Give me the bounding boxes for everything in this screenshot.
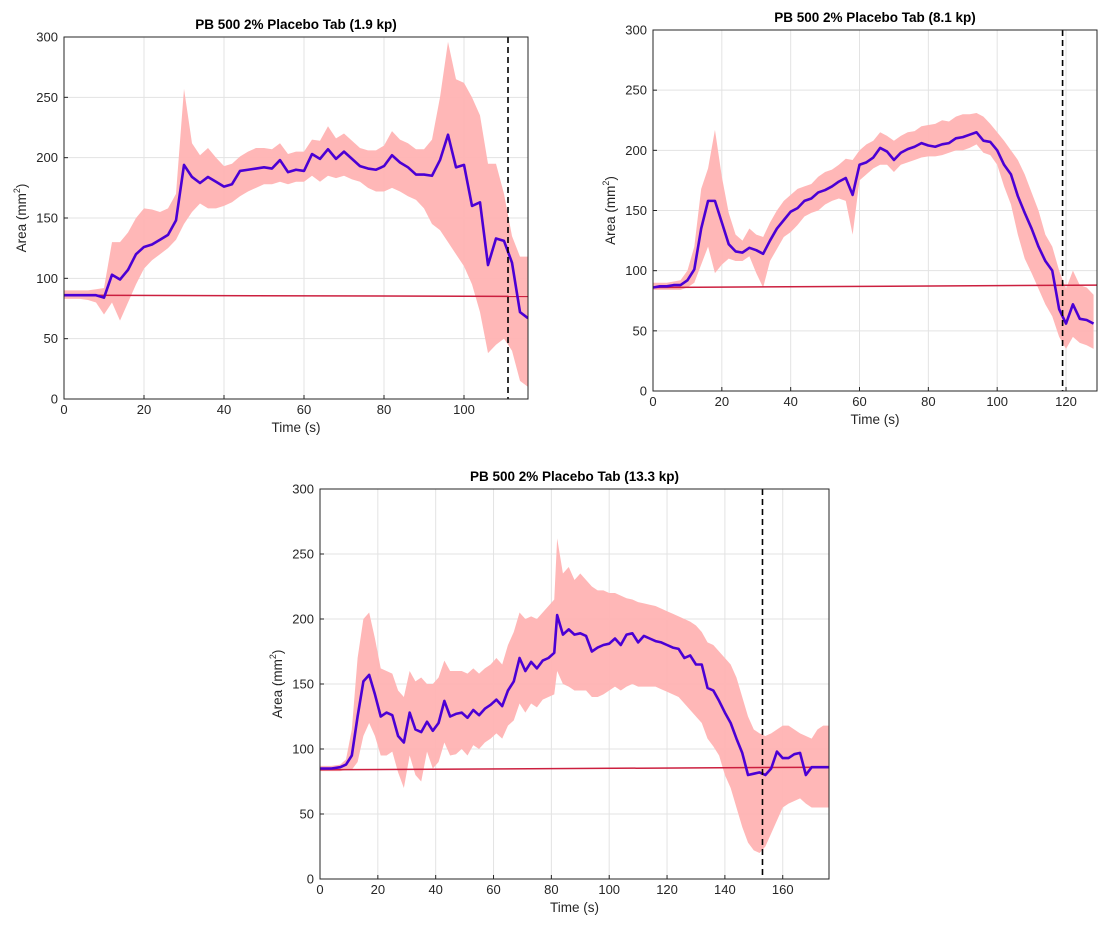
chart-title: PB 500 2% Placebo Tab (1.9 kp): [195, 17, 397, 32]
x-tick-label: 80: [921, 394, 935, 409]
chart-title: PB 500 2% Placebo Tab (8.1 kp): [774, 10, 976, 25]
x-tick-label: 40: [428, 882, 442, 897]
y-axis-label-superscript: 2: [12, 188, 22, 193]
x-tick-label: 20: [715, 394, 729, 409]
y-tick-label: 0: [307, 872, 314, 887]
y-tick-label: 250: [625, 83, 647, 98]
y-axis-label: Area (mm2): [268, 650, 285, 719]
x-axis-label: Time (s): [851, 412, 900, 427]
confidence-band: [320, 538, 829, 853]
mean-area-line: [653, 130, 1095, 325]
x-tick-label: 0: [649, 394, 656, 409]
y-tick-label: 0: [640, 384, 647, 399]
x-tick-label: 20: [137, 402, 151, 417]
y-axis-label-main: Area (mm: [603, 186, 618, 245]
x-tick-label: 60: [486, 882, 500, 897]
y-tick-label: 100: [36, 271, 58, 286]
chart-panel-2: 0 20 40 60 80 100 120 0 50 100 150 200 250 300 PB 500 …: [601, 10, 1098, 427]
y-tick-label: 100: [625, 263, 647, 278]
y-tick-label: 150: [36, 211, 58, 226]
chart-title: PB 500 2% Placebo Tab (13.3 kp): [470, 469, 679, 484]
y-tick-label: 200: [36, 150, 58, 165]
y-axis-label-end: ): [270, 650, 285, 655]
x-tick-label: 40: [217, 402, 231, 417]
x-tick-label: 120: [656, 882, 678, 897]
y-tick-label: 300: [625, 23, 647, 38]
y-tick-label: 200: [625, 143, 647, 158]
y-tick-label: 50: [633, 323, 647, 338]
x-tick-label: 100: [986, 394, 1008, 409]
baseline-line: [64, 294, 528, 298]
y-axis-label-superscript: 2: [601, 181, 611, 186]
y-tick-label: 200: [292, 612, 314, 627]
x-tick-label: 0: [316, 882, 323, 897]
baseline-line: [320, 766, 829, 771]
mean-area-line: [64, 133, 528, 320]
y-tick-label: 300: [292, 482, 314, 497]
y-tick-label: 50: [44, 331, 58, 346]
y-axis-label-superscript: 2: [268, 654, 278, 659]
x-axis-label: Time (s): [272, 420, 321, 435]
x-tick-label: 120: [1055, 394, 1077, 409]
x-tick-label: 160: [772, 882, 794, 897]
y-axis-label: Area (mm2): [601, 176, 618, 245]
y-tick-label: 100: [292, 742, 314, 757]
y-axis-label-main: Area (mm: [270, 659, 285, 718]
chart-panel-3: 0 20 40 60 80 100 120 140 160 0 50 100 150 200 250 300 P…: [268, 469, 830, 915]
y-tick-label: 250: [36, 90, 58, 105]
plot-content: [320, 538, 829, 853]
baseline-line: [653, 284, 1097, 289]
plot-content: [64, 41, 528, 387]
y-axis-label-main: Area (mm: [14, 193, 29, 252]
y-axis-label-end: ): [603, 176, 618, 181]
y-tick-label: 50: [300, 807, 314, 822]
x-tick-label: 80: [544, 882, 558, 897]
x-tick-label: 100: [453, 402, 475, 417]
x-tick-label: 60: [297, 402, 311, 417]
confidence-band: [653, 113, 1094, 349]
y-tick-label: 150: [625, 203, 647, 218]
y-tick-label: 250: [292, 547, 314, 562]
x-tick-label: 40: [783, 394, 797, 409]
y-tick-label: 300: [36, 30, 58, 45]
x-tick-label: 20: [371, 882, 385, 897]
chart-panel-1: 0 20 40 60 80 100 0 50 100 150 200 250 300 PB 500 2% …: [12, 17, 529, 435]
x-axis-label: Time (s): [550, 900, 599, 915]
x-tick-label: 100: [598, 882, 620, 897]
y-axis-label-end: ): [14, 184, 29, 189]
x-tick-label: 80: [377, 402, 391, 417]
y-tick-label: 150: [292, 677, 314, 692]
confidence-band: [64, 41, 528, 387]
mean-area-line: [320, 613, 829, 777]
plot-content: [653, 113, 1097, 349]
y-axis-label: Area (mm2): [12, 184, 29, 253]
x-tick-label: 60: [852, 394, 866, 409]
x-tick-label: 0: [60, 402, 67, 417]
y-tick-label: 0: [51, 392, 58, 407]
x-tick-label: 140: [714, 882, 736, 897]
